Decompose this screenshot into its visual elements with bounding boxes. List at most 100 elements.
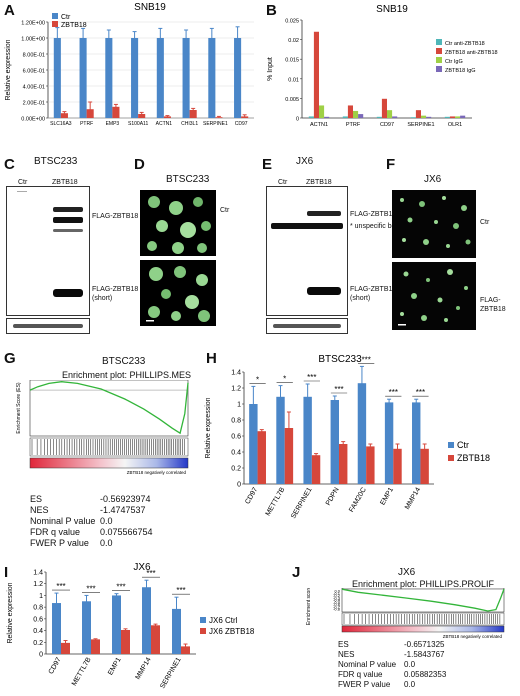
panel-f-title: JX6 xyxy=(424,174,442,185)
panel-h-bar xyxy=(276,396,285,484)
panel-h-y-tick-label: 0.2 xyxy=(231,466,241,473)
panel-h-bar xyxy=(420,448,429,484)
panel-f-label-zbtb18: FLAG-ZBTB18 xyxy=(480,297,506,313)
panel-b-letter: B xyxy=(266,2,277,19)
panel-h-bar xyxy=(284,428,294,484)
panel-g-stat-nominal-label: Nominal P value xyxy=(30,516,96,526)
panel-b-legend-swatch xyxy=(436,48,442,54)
panel-b-title: SNB19 xyxy=(376,4,408,15)
panel-c-letter: C xyxy=(4,156,15,173)
panel-c-lane-zbtb18: ZBTB18 xyxy=(52,179,78,186)
panel-a-y-tick-label: 1.00E+00 xyxy=(21,37,45,43)
panel-h-category-label: FAM20C xyxy=(348,487,368,514)
panel-j-title: JX6 xyxy=(398,567,416,578)
panel-i-significance-mark: *** xyxy=(56,582,65,591)
panel-h-legend-label: Ctr xyxy=(457,440,469,450)
panel-g-y-axis-label: Enrichment Score (ES) xyxy=(16,382,22,433)
panel-c-band-label-2: FLAG-ZBTB18 (short) xyxy=(92,286,139,302)
panel-h-bar xyxy=(366,446,375,484)
panel-b-y-tick-label: 0.02 xyxy=(288,38,299,44)
panel-b-bar xyxy=(410,117,416,118)
panel-b-category-label: PTRF xyxy=(346,122,361,128)
panel-i-letter: I xyxy=(4,564,9,581)
panel-h-bar xyxy=(384,402,394,484)
panel-h-category-label: MMP14 xyxy=(404,486,422,510)
panel-b-y-tick-label: 0.005 xyxy=(285,97,299,103)
panel-i-category-label: METTL7B xyxy=(71,656,93,687)
panel-j-y-tick-label: -0.2 xyxy=(333,593,341,598)
panel-g-stat-nes-label: NES xyxy=(30,505,49,515)
panel-b-legend-label: ZBTB18 IgG xyxy=(445,68,476,74)
panel-i-y-tick-label: 1 xyxy=(39,593,43,600)
panel-b-category-label: CD97 xyxy=(380,122,394,128)
panel-a-category-label: ACTN1 xyxy=(156,121,173,127)
panel-i-significance-mark: *** xyxy=(176,586,185,595)
panel-h-significance-mark: *** xyxy=(307,373,316,382)
panel-b-bar xyxy=(358,114,364,118)
panel-g-ranked-list-bar xyxy=(29,457,189,469)
panel-e-loading-control xyxy=(266,318,348,334)
panel-i-legend-swatch xyxy=(200,617,206,623)
panel-h-y-tick-label: 0.4 xyxy=(231,450,241,457)
panel-i-bar xyxy=(91,639,100,654)
panel-i-significance-mark: *** xyxy=(146,569,155,578)
panel-b-y-tick-label: 0 xyxy=(296,117,299,123)
panel-j-stat-es-value: -0.6571325 xyxy=(404,640,445,649)
panel-j-y-tick-label: -0.4 xyxy=(333,598,341,603)
panel-d-cells-zbtb18 xyxy=(146,266,210,322)
panel-j-bar-label: ZBTB18 negatively correlated xyxy=(443,634,503,639)
panel-f-micrograph-ctr xyxy=(392,190,476,258)
panel-i-category-label: SERPINE1 xyxy=(159,656,182,690)
panel-e-lane-zbtb18: ZBTB18 xyxy=(306,179,332,186)
panel-j-stat-nes-value: -1.5843767 xyxy=(404,650,445,659)
panel-b-category-label: SERPINE1 xyxy=(407,122,434,128)
panel-b-bar xyxy=(455,116,461,118)
panel-b-y-tick-label: 0.01 xyxy=(288,77,299,83)
panel-a-bar xyxy=(208,38,216,118)
panel-e-band-label-unspecific: * unspecific band xyxy=(350,223,404,230)
panel-j-running-score xyxy=(341,588,505,612)
panel-h-y-tick-label: 0 xyxy=(237,482,241,489)
panel-g-plot-title: Enrichment plot: PHILLIPS.MES xyxy=(62,370,192,380)
panel-j-stat-nominal-label: Nominal P value xyxy=(338,660,397,669)
panel-h-bar xyxy=(303,396,312,484)
panel-a-y-tick-label: 1.20E+00 xyxy=(21,21,45,27)
panel-i-bar xyxy=(112,595,121,654)
panel-h-significance-mark: *** xyxy=(334,385,343,394)
panel-j-y-tick-label: 0.0 xyxy=(334,589,340,594)
panel-g-letter: G xyxy=(4,350,16,367)
panel-j-ranked-list-bar xyxy=(341,625,505,633)
panel-j-stat-es-label: ES xyxy=(338,640,349,649)
panel-a-category-label: EMP3 xyxy=(106,121,120,127)
panel-h-significance-mark: *** xyxy=(389,388,398,397)
panel-a-bar xyxy=(53,38,61,118)
panel-b-bar xyxy=(376,116,382,118)
panel-i-bar xyxy=(52,603,61,654)
panel-a-legend-label: ZBTB18 xyxy=(61,22,87,29)
panel-j-y-tick-label: -0.6 xyxy=(333,602,341,607)
panel-b-bar xyxy=(444,116,450,118)
panel-j-stat-nominal-value: 0.0 xyxy=(404,660,416,669)
panel-b-bar xyxy=(353,110,359,118)
panel-b-bar xyxy=(415,110,421,118)
panel-h-bar xyxy=(393,448,402,484)
panel-h-bar xyxy=(249,404,258,484)
panel-i-bar-chart: JX6 0 0.2 0.4 0.6 0.8 1 1.2 1.4 Relative expressi… xyxy=(7,562,255,690)
panel-c-lane-ctr: Ctr xyxy=(18,179,28,186)
panel-a-category-label: SLC16A3 xyxy=(50,121,72,127)
panel-a-bar xyxy=(60,113,68,118)
panel-j-y-tick-label: -0.8 xyxy=(333,607,341,612)
panel-d-label-ctr: Ctr xyxy=(220,207,230,214)
panel-f-cells-ctr xyxy=(400,196,471,248)
panel-i-y-axis-label: Relative expression xyxy=(7,582,14,643)
panel-a-bar xyxy=(234,38,242,118)
panel-i-legend-label: JX6 ZBTB18 xyxy=(209,627,255,636)
panel-c-loading-control xyxy=(6,318,90,334)
panel-a-bar xyxy=(182,38,190,118)
panel-h-bar xyxy=(311,455,321,484)
panel-a-bar xyxy=(112,106,120,118)
panel-b-bar xyxy=(426,116,432,118)
panel-i-bar xyxy=(181,646,190,654)
panel-b-bar xyxy=(313,31,319,118)
panel-j-stat-fdr-value: 0.05882353 xyxy=(404,670,447,679)
